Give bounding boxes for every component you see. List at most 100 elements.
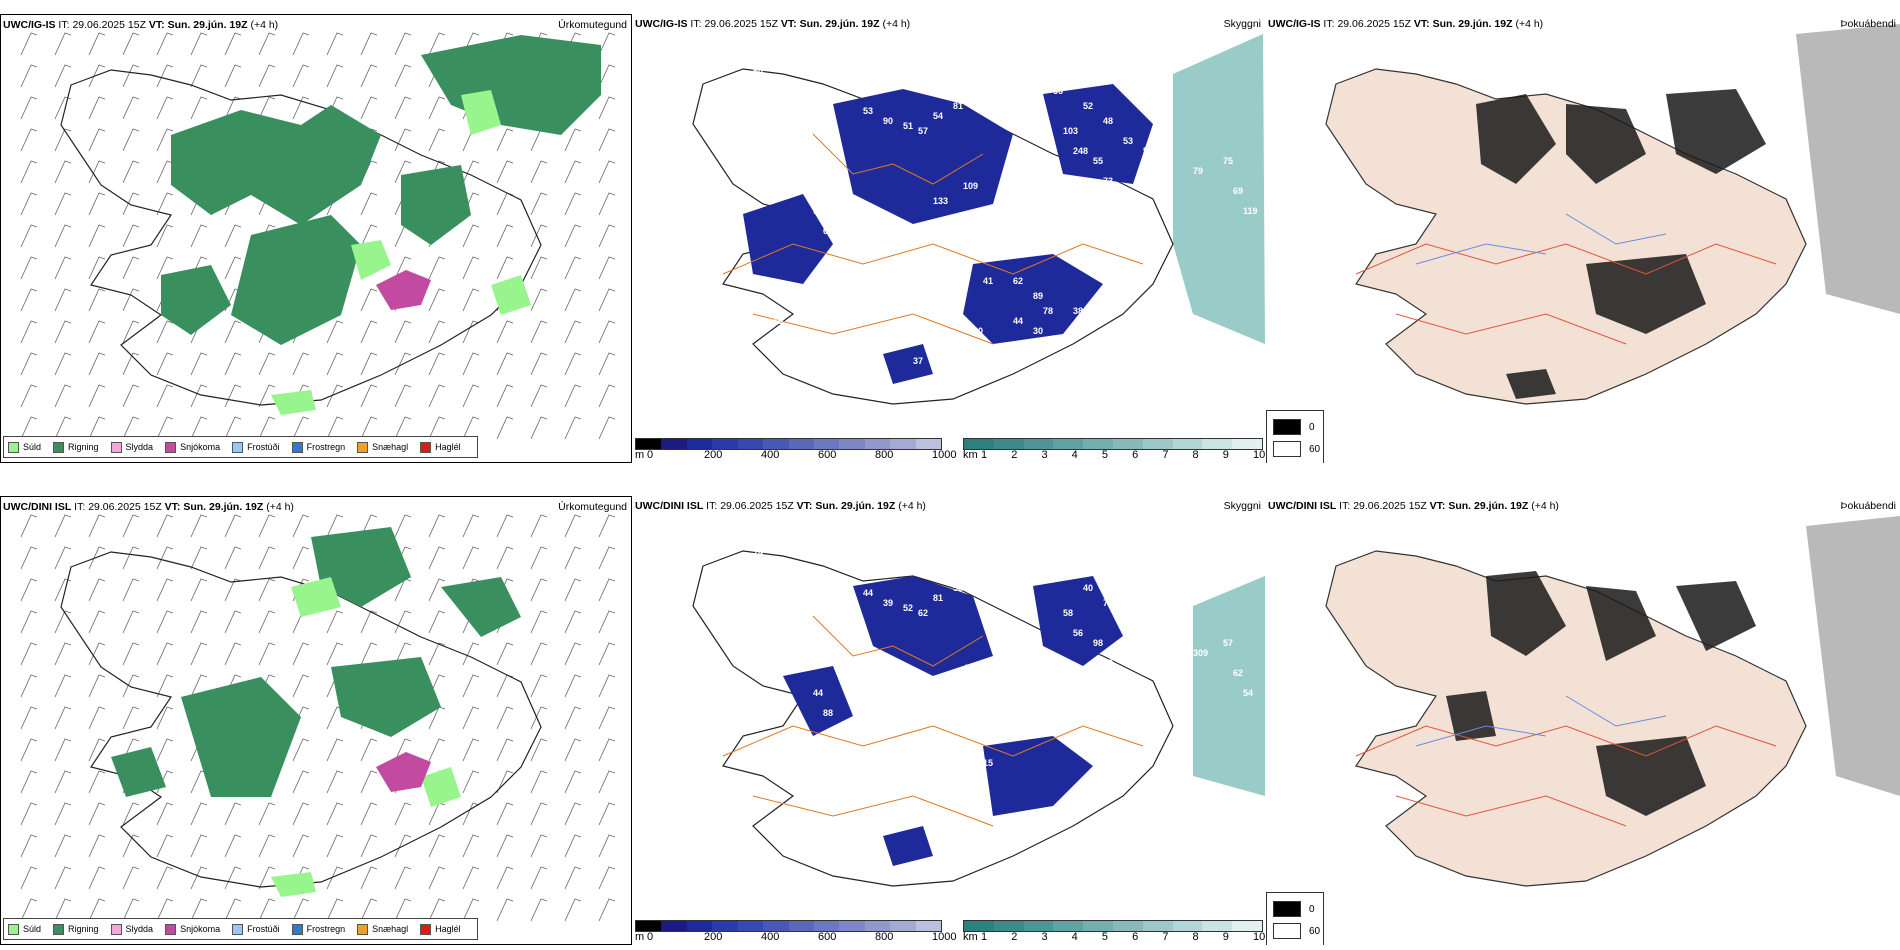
legend-swatch xyxy=(165,923,177,935)
colorbar-segment xyxy=(712,439,738,449)
legend-swatch xyxy=(420,923,432,935)
cloudbase-value-label: 104 xyxy=(863,236,878,246)
colorbar-unit: m xyxy=(635,931,645,943)
colorbar-segment xyxy=(737,921,764,931)
colorbar-tick: 2 xyxy=(1011,449,1018,461)
cloudbase-value-label: 41 xyxy=(983,276,993,286)
colorbar-segment xyxy=(964,439,994,449)
cloudbase-value-label: 30 xyxy=(1033,326,1043,336)
cloudbase-value-label: 57 xyxy=(918,126,928,136)
colorbar-segment xyxy=(1083,439,1113,449)
cloudbase-value-label: 37 xyxy=(913,356,923,366)
cloudbase-value-label: 69 xyxy=(1233,186,1243,196)
legend-label: Snæhagl xyxy=(372,442,409,452)
colorbar-tick: 1000 xyxy=(932,931,957,943)
legend-label: Snæhagl xyxy=(372,924,409,934)
fog-legend-value: 60 xyxy=(1309,925,1321,937)
colorbar-segment xyxy=(890,439,916,449)
panel-header: UWC/DINI ISL IT: 29.06.2025 15Z VT: Sun.… xyxy=(635,500,926,512)
colorbar-segment xyxy=(1232,921,1262,931)
cloudbase-value-label: 40 xyxy=(1083,583,1093,593)
fog-legend-item: 0 xyxy=(1273,419,1315,435)
colorbar-segment xyxy=(1202,439,1233,449)
legend-item: Haglél xyxy=(420,441,461,453)
colorbar-segment xyxy=(636,921,662,931)
colorbar-tick: 1 xyxy=(981,449,988,461)
colorbar-segment xyxy=(1112,921,1143,931)
cloudbase-value-label: 54 xyxy=(933,111,943,121)
colorbar-segment xyxy=(737,439,764,449)
cloudbase-value-label: 81 xyxy=(933,593,943,603)
legend-label: Slydda xyxy=(125,924,154,934)
cloudbase-value-label: 74 xyxy=(753,548,763,558)
cloudbase-value-label: 46 xyxy=(793,286,803,296)
legend-label: Frostúði xyxy=(247,924,280,934)
cloudbase-value-label: 56 xyxy=(1073,628,1083,638)
legend-item: Haglél xyxy=(420,923,461,935)
cloudbase-value-label: 92 xyxy=(1053,568,1063,578)
cloudbase-value-label: 78 xyxy=(1043,306,1053,316)
panel-header: UWC/IG-IS IT: 29.06.2025 15Z VT: Sun. 29… xyxy=(1268,18,1544,30)
cloudbase-value-label: 44 xyxy=(813,688,823,698)
cloudbase-value-label: 63 xyxy=(768,578,778,588)
cloudbase-value-label: 79 xyxy=(1193,166,1203,176)
precip-type-panel-bottom: UWC/DINI ISL IT: 29.06.2025 15Z VT: Sun.… xyxy=(0,496,632,945)
cloudbase-value-label: 74 xyxy=(923,391,933,401)
cloudbase-colorbar: m 0 200 400 600 800 1000 xyxy=(635,438,956,462)
cloudbase-value-label: 57 xyxy=(933,346,943,356)
legend-item: Snjókoma xyxy=(165,441,220,453)
colorbar-tick: 1000 xyxy=(932,449,957,461)
cloudbase-value-label: 39 xyxy=(883,598,893,608)
legend-label: Haglél xyxy=(435,442,461,452)
cloudbase-value-label: 74 xyxy=(1103,598,1113,608)
colorbar-strip xyxy=(635,438,942,450)
colorbar-segment xyxy=(890,921,916,931)
colorbar-tick: 200 xyxy=(704,931,723,943)
colorbar-segment xyxy=(763,439,789,449)
legend-swatch xyxy=(165,441,177,453)
colorbar-tick: 7 xyxy=(1162,931,1169,943)
cloudbase-value-label: 88 xyxy=(823,708,833,718)
colorbar-segment xyxy=(1172,921,1203,931)
cloudbase-value-label: 15 xyxy=(983,758,993,768)
colorbar-segment xyxy=(864,439,891,449)
fog-legend-value: 0 xyxy=(1309,421,1315,433)
legend-label: Frostregn xyxy=(306,442,346,452)
colorbar-tick: 5 xyxy=(1101,931,1108,943)
legend-label: Frostregn xyxy=(306,924,346,934)
panel-title: Úrkomutegund xyxy=(558,501,627,513)
legend-item: Rigning xyxy=(53,441,99,453)
cloudbase-value-label: 42 xyxy=(863,718,873,728)
colorbar-segment xyxy=(915,439,942,449)
colorbar-tick: 3 xyxy=(1041,449,1048,461)
cloudbase-value-label: 40 xyxy=(833,748,843,758)
legend-label: Haglél xyxy=(435,924,461,934)
colorbar-unit: km xyxy=(963,931,978,943)
colorbar-tick: 200 xyxy=(704,449,723,461)
legend-label: Snjókoma xyxy=(180,924,221,934)
cloudbase-value-label: 48 xyxy=(1103,116,1113,126)
legend-item: Súld xyxy=(8,441,41,453)
colorbar-tick: 400 xyxy=(761,449,780,461)
legend-item: Slydda xyxy=(110,441,153,453)
legend-item: Rigning xyxy=(53,923,99,935)
fog-legend-item: 60 xyxy=(1273,923,1320,939)
cloudbase-value-label: 40 xyxy=(1063,336,1073,346)
colorbar-strip xyxy=(963,920,1263,932)
cloudbase-value-label: 35 xyxy=(883,698,893,708)
colorbar-segment xyxy=(993,439,1024,449)
cloudbase-value-label: 100 xyxy=(978,573,993,583)
cloudbase-value-label: 55 xyxy=(1093,156,1103,166)
visibility-colorbar: km 1 2 3 4 5 6 7 8 9 10 xyxy=(963,438,1265,462)
colorbar-tick: 1 xyxy=(981,931,988,943)
cloudbase-value-label: 90 xyxy=(883,116,893,126)
legend-item: Snæhagl xyxy=(357,441,409,453)
cloudbase-value-label: 68 xyxy=(823,226,833,236)
colorbar-tick: 9 xyxy=(1222,931,1229,943)
legend-swatch xyxy=(8,923,19,935)
legend-swatch xyxy=(232,923,244,935)
fog-legend-swatch xyxy=(1273,901,1301,917)
legend-swatch xyxy=(291,923,303,935)
cloudbase-value-label: 53 xyxy=(1123,136,1133,146)
colorbar-tick: 10 xyxy=(1253,931,1265,943)
